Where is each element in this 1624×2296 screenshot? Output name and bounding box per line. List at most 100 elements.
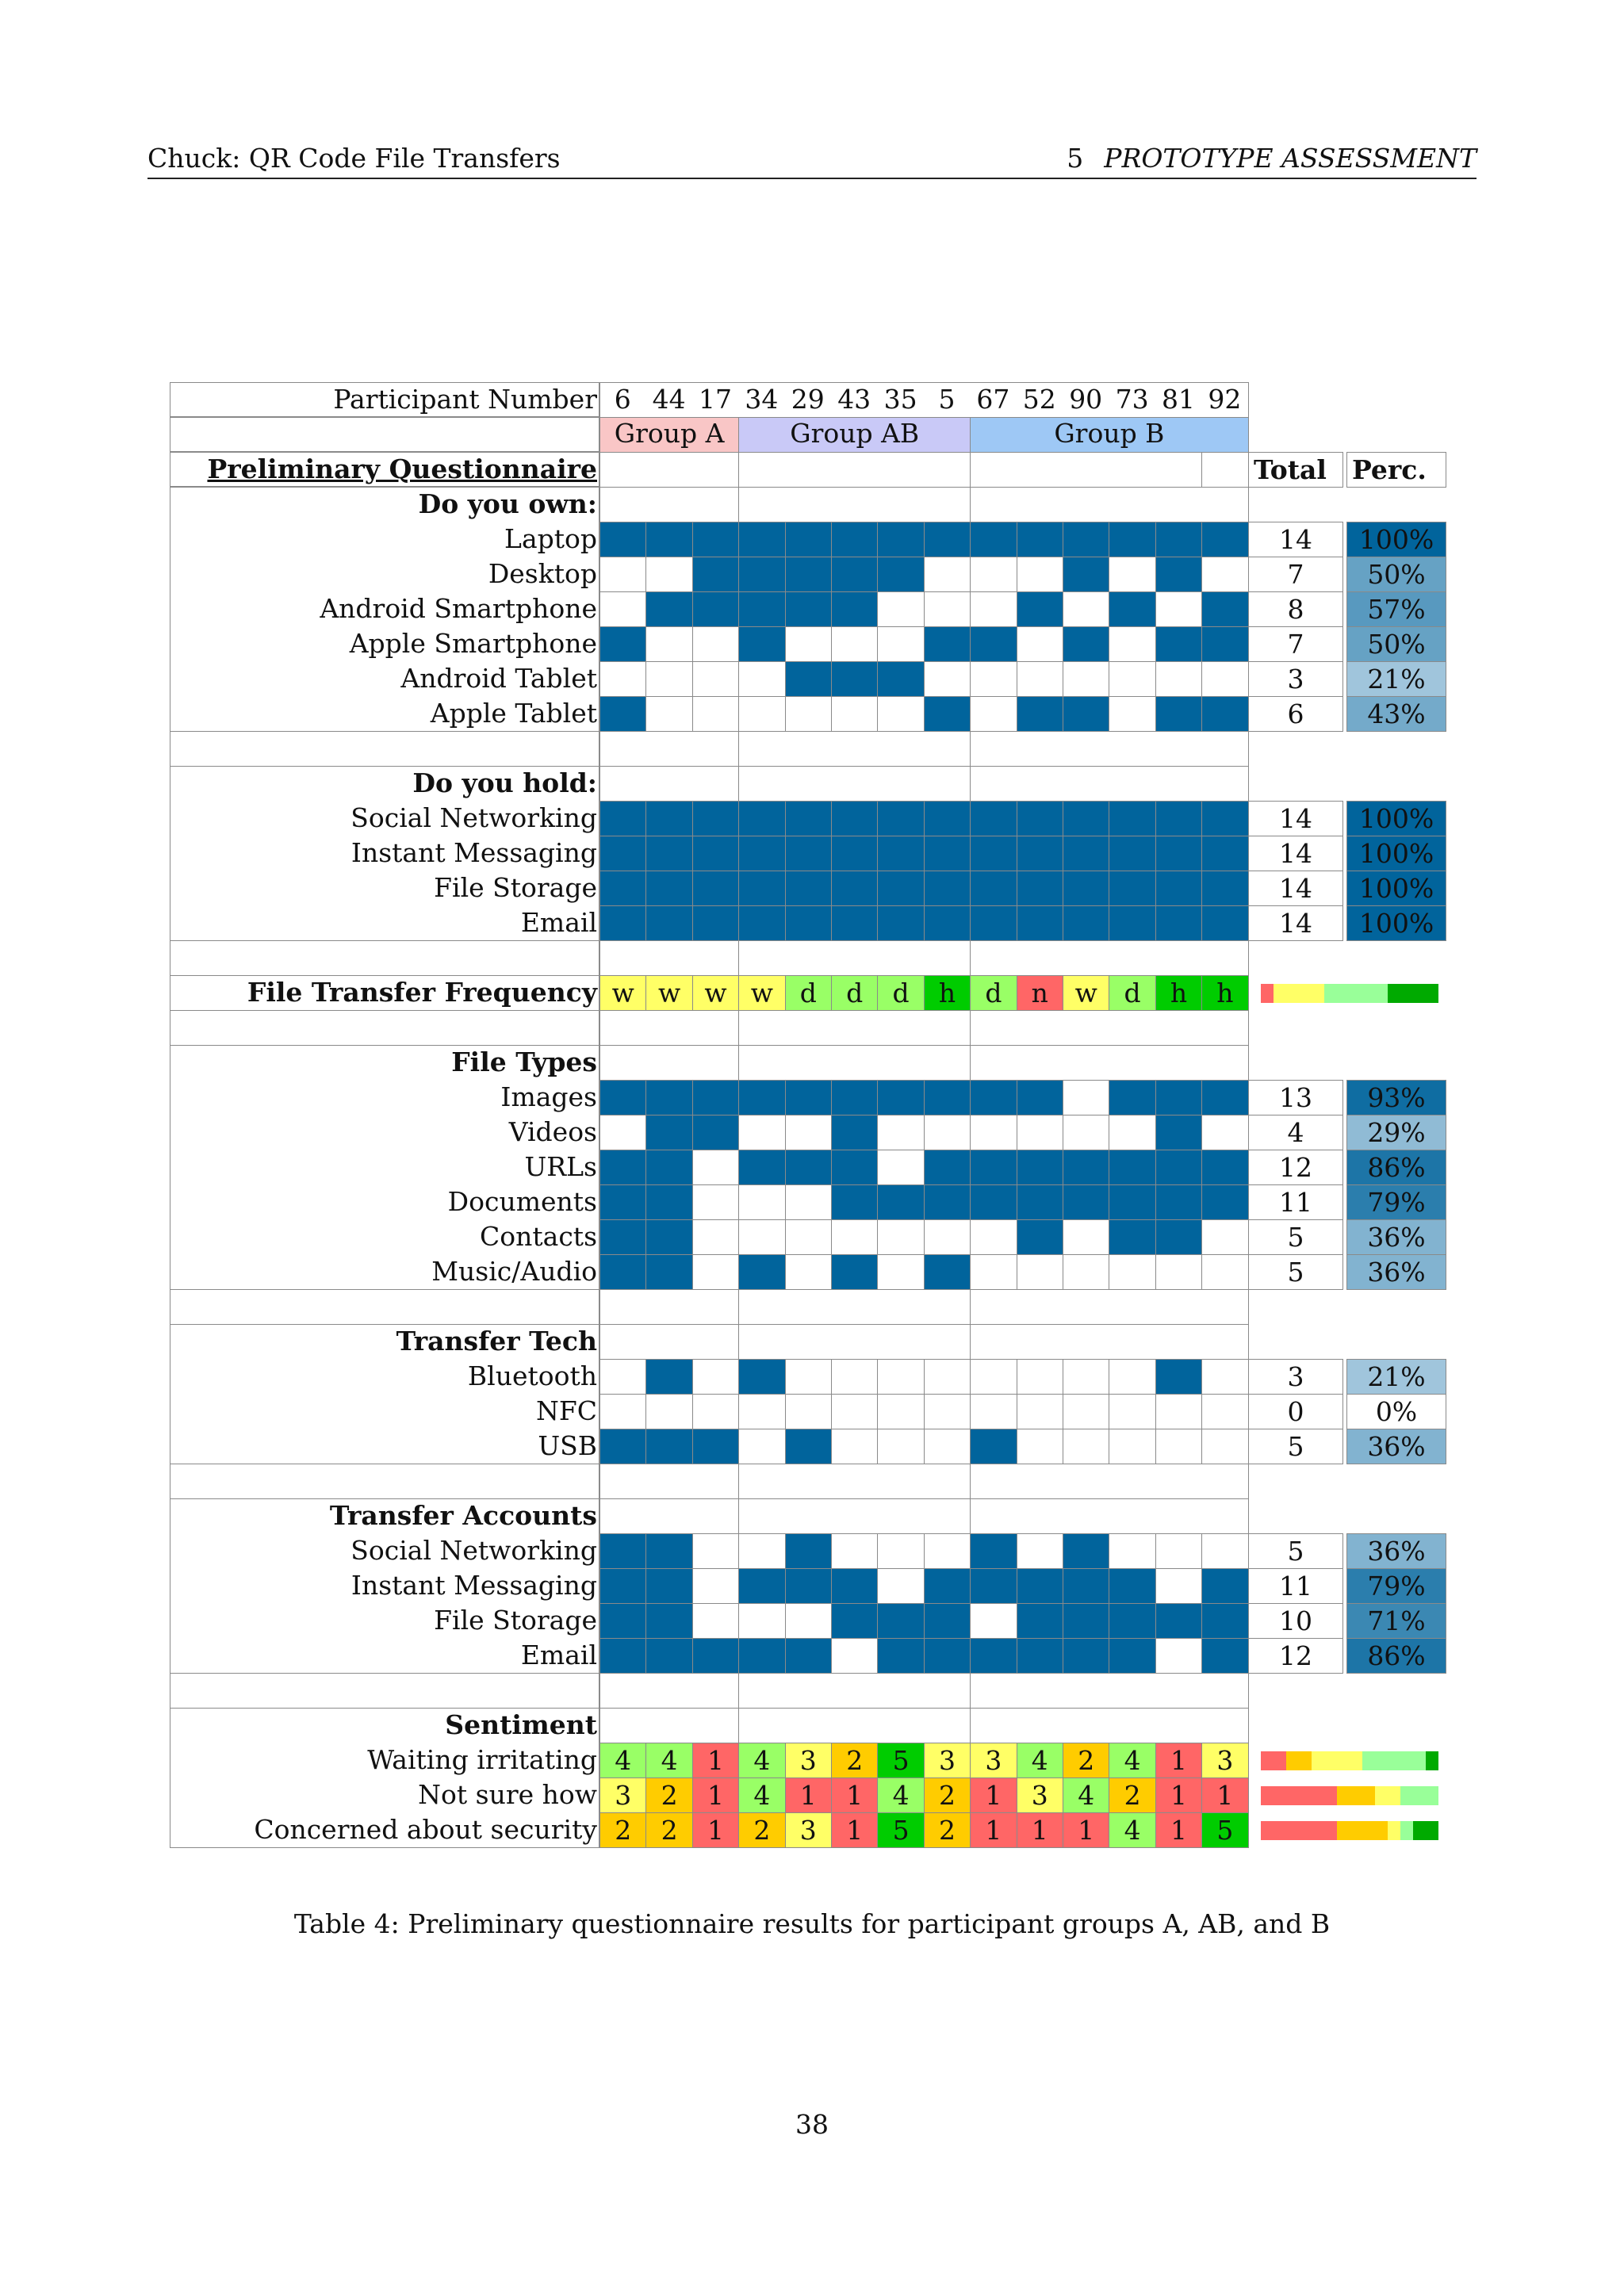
filled-mark-cell [645,522,693,557]
filled-mark-cell [1155,557,1203,592]
filled-mark-cell [831,1603,879,1639]
empty-mark-cell [831,1394,879,1429]
frequency-cell: n [1016,975,1063,1011]
filled-mark-cell [1063,557,1110,592]
row-label: Transfer Tech [396,1326,597,1357]
filled-mark-cell [738,522,786,557]
filled-mark-cell [784,905,832,941]
filled-mark-cell [738,1568,786,1604]
sentiment-cell: 3 [784,1743,832,1778]
filled-mark-cell [923,836,971,871]
sentiment-cell: 1 [831,1812,879,1848]
row-label: Apple Tablet [430,698,597,729]
empty-mark-cell [1155,1568,1203,1604]
empty-mark-cell [1016,1254,1063,1290]
filled-mark-cell [1109,801,1156,836]
row-label: Images [500,1081,597,1112]
empty-mark-cell [1109,1394,1156,1429]
empty-mark-cell [831,626,879,662]
filled-mark-cell [1063,522,1110,557]
filled-mark-cell [784,871,832,906]
filled-mark-cell [923,1638,971,1674]
group-blank-cell [970,1010,1249,1046]
empty-mark-cell [599,591,647,627]
sentiment-cell: 4 [1109,1812,1156,1848]
frequency-cell: h [1155,975,1203,1011]
filled-mark-cell [738,557,786,592]
group-blank-cell [599,1464,740,1499]
filled-mark-cell [1201,591,1249,627]
empty-mark-cell [923,1219,971,1255]
filled-mark-cell [970,801,1017,836]
filled-mark-cell [1016,1150,1063,1185]
filled-mark-cell [599,1184,647,1220]
filled-mark-cell [1109,1638,1156,1674]
total-cell: 12 [1248,1150,1343,1185]
filled-mark-cell [691,1115,740,1150]
percentage-cell: 100% [1346,871,1446,906]
filled-mark-cell [691,801,740,836]
empty-mark-cell [970,1394,1017,1429]
total-cell: 5 [1248,1533,1343,1569]
filled-mark-cell [1109,1184,1156,1220]
empty-mark-cell [738,1184,786,1220]
running-header-section: 5 PROTOTYPE ASSESSMENT [1067,143,1477,174]
row-label: NFC [535,1395,597,1426]
empty-mark-cell [784,1254,832,1290]
filled-mark-cell [599,1150,647,1185]
filled-mark-cell [738,871,786,906]
sentiment-cell: 3 [599,1777,647,1813]
row-label: Email [520,907,597,938]
row-label: Preliminary Questionnaire [207,453,597,484]
filled-mark-cell [1063,1568,1110,1604]
empty-mark-cell [1155,1429,1203,1464]
sentiment-summary-segment [1426,1751,1438,1770]
filled-mark-cell [1155,801,1203,836]
filled-mark-cell [645,1429,693,1464]
label-cell [170,1289,599,1325]
filled-mark-cell [970,905,1017,941]
filled-mark-cell [784,522,832,557]
filled-mark-cell [1016,836,1063,871]
filled-mark-cell [923,1254,971,1290]
empty-mark-cell [691,661,740,697]
filled-mark-cell [691,871,740,906]
row-label: Participant Number [333,384,597,415]
group-blank-cell [738,1464,971,1499]
filled-mark-cell [1063,871,1110,906]
filled-mark-cell [923,696,971,732]
filled-mark-cell [1063,1638,1110,1674]
row-label: URLs [524,1151,597,1182]
empty-mark-cell [877,1254,925,1290]
percentage-cell: 57% [1346,591,1446,627]
group-blank-cell [970,940,1249,976]
filled-mark-cell [1109,905,1156,941]
empty-mark-cell [1201,1359,1249,1395]
filled-mark-cell [970,1150,1017,1185]
empty-mark-cell [923,591,971,627]
empty-mark-cell [1201,1219,1249,1255]
filled-mark-cell [784,1568,832,1604]
row-label: Do you hold: [412,767,597,798]
filled-mark-cell [691,1080,740,1115]
group-blank-cell [738,1289,971,1325]
filled-mark-cell [923,905,971,941]
filled-mark-cell [599,801,647,836]
filled-mark-cell [1155,1219,1203,1255]
row-label: Laptop [504,523,597,554]
empty-mark-cell [691,1603,740,1639]
filled-mark-cell [877,522,925,557]
total-cell: 4 [1248,1115,1343,1150]
empty-mark-cell [738,1429,786,1464]
filled-mark-cell [599,1568,647,1604]
empty-mark-cell [1063,1115,1110,1150]
empty-mark-cell [877,1394,925,1429]
filled-mark-cell [738,626,786,662]
empty-mark-cell [784,1394,832,1429]
filled-mark-cell [1201,1568,1249,1604]
section-number: 5 [1067,143,1084,174]
empty-mark-cell [831,1429,879,1464]
empty-mark-cell [877,1359,925,1395]
filled-mark-cell [923,1150,971,1185]
sentiment-cell: 3 [923,1743,971,1778]
